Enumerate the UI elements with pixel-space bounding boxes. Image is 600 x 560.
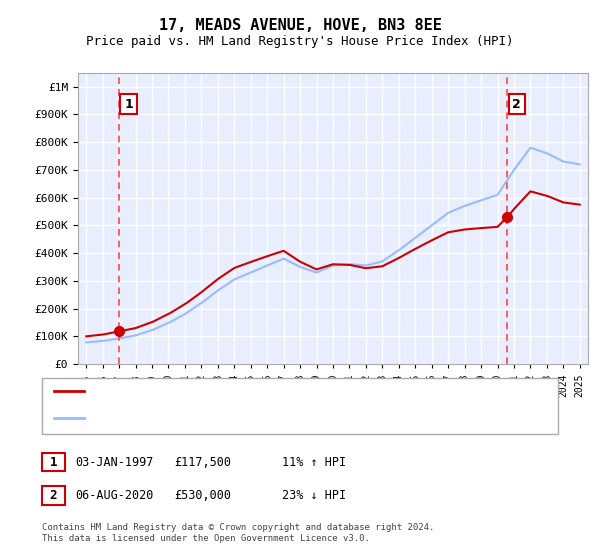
Text: 17, MEADS AVENUE, HOVE, BN3 8EE: 17, MEADS AVENUE, HOVE, BN3 8EE [158, 18, 442, 32]
Text: 2: 2 [50, 489, 57, 502]
Text: £530,000: £530,000 [174, 489, 231, 502]
Text: £117,500: £117,500 [174, 455, 231, 469]
Text: 11% ↑ HPI: 11% ↑ HPI [282, 455, 346, 469]
Text: Contains HM Land Registry data © Crown copyright and database right 2024.
This d: Contains HM Land Registry data © Crown c… [42, 524, 434, 543]
Text: Price paid vs. HM Land Registry's House Price Index (HPI): Price paid vs. HM Land Registry's House … [86, 35, 514, 49]
Text: 23% ↓ HPI: 23% ↓ HPI [282, 489, 346, 502]
Text: 1: 1 [50, 455, 57, 469]
Text: 2: 2 [512, 98, 521, 111]
Text: 17, MEADS AVENUE, HOVE, BN3 8EE (detached house): 17, MEADS AVENUE, HOVE, BN3 8EE (detache… [87, 386, 387, 396]
Text: 06-AUG-2020: 06-AUG-2020 [75, 489, 154, 502]
Text: 03-JAN-1997: 03-JAN-1997 [75, 455, 154, 469]
Text: 1: 1 [124, 98, 133, 111]
Text: HPI: Average price, detached house, Brighton and Hove: HPI: Average price, detached house, Brig… [87, 413, 418, 423]
